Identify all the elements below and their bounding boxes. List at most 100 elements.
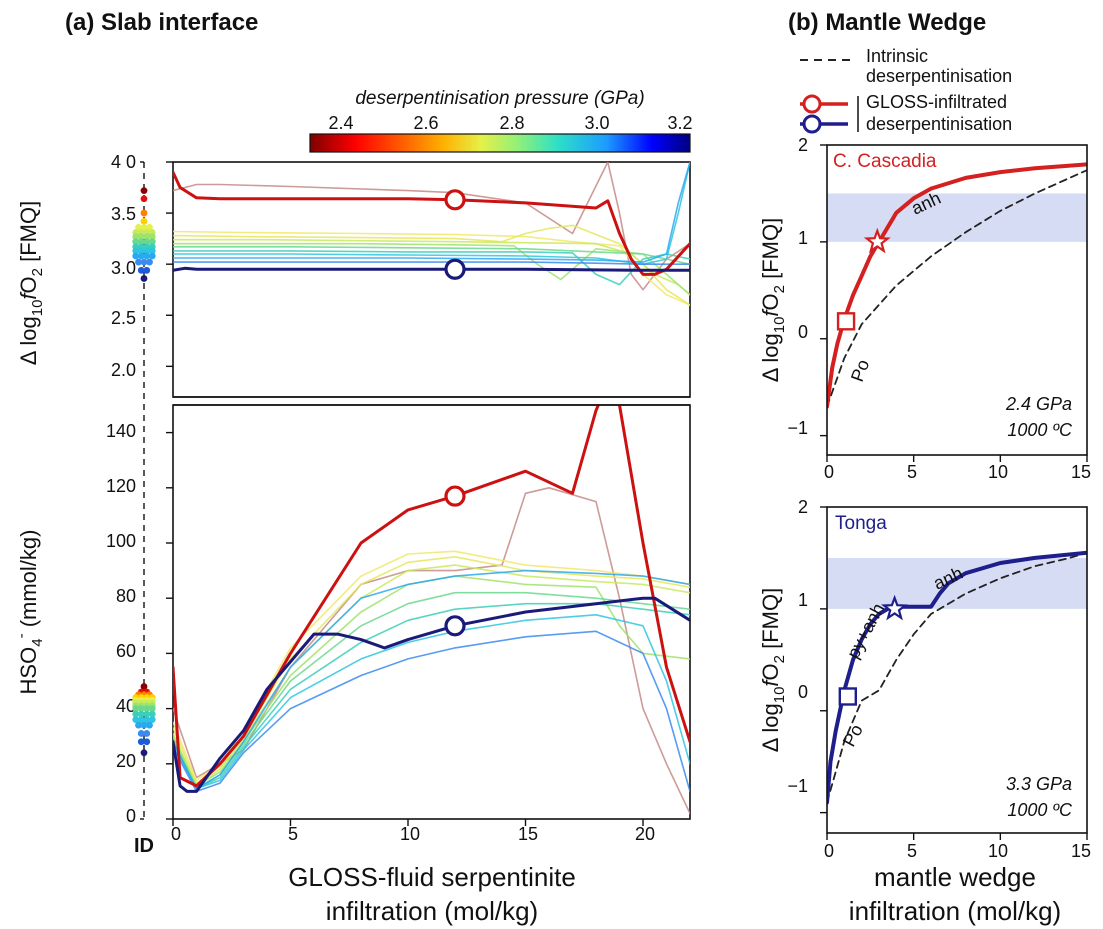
initial-value-dot	[146, 223, 153, 231]
panel-a-bottom-markers	[444, 485, 466, 637]
colorbar-tick-label: 2.4	[328, 113, 353, 133]
id-label: ID	[134, 835, 154, 857]
initial-value-dot	[148, 716, 156, 724]
panel-a-top-ylabel: Δ log10fO2 [FMQ]	[16, 201, 46, 365]
x-tick-label: 10	[400, 824, 420, 844]
initial-value-dot	[137, 716, 145, 724]
series-line	[827, 551, 1087, 804]
legend-solid-label-1: GLOSS-infiltrated	[866, 92, 1007, 112]
initial-value-dot	[148, 247, 156, 255]
condition-pressure: 3.3 GPa	[1006, 774, 1072, 794]
x-tick-label: 20	[635, 824, 655, 844]
initial-value-dot	[132, 233, 140, 240]
initial-value-dot	[146, 721, 153, 729]
x-tick-label: 5	[907, 462, 917, 482]
initial-value-dot	[140, 683, 148, 690]
series-line	[173, 575, 690, 787]
initial-value-dot	[143, 730, 151, 737]
initial-value-dot	[132, 238, 140, 246]
series-line	[173, 591, 690, 790]
initial-value-dot	[137, 247, 145, 255]
subduction-zone-name: C. Cascadia	[833, 151, 937, 172]
y-tick-label: 80	[116, 586, 136, 606]
subduction-zone-name: Tonga	[835, 513, 887, 534]
initial-value-dot	[143, 238, 151, 246]
y-tick-label: 2.5	[111, 308, 136, 328]
series-line	[173, 230, 690, 306]
initial-value-dot	[137, 705, 145, 712]
y-tick-label: −1	[787, 418, 808, 438]
panel-a-top-axes: 4 0 3.5 3.0 2.5 2.0	[111, 152, 691, 398]
series-line	[173, 486, 690, 815]
panel-a-x-ticks	[172, 819, 644, 826]
colorbar	[309, 133, 691, 153]
marker-star	[881, 594, 909, 621]
initial-value-dot	[140, 187, 148, 195]
y-tick-label: 60	[116, 641, 136, 661]
condition-pressure: 2.4 GPa	[1005, 394, 1072, 414]
x-tick-label: 0	[824, 841, 834, 861]
condition-temperature: 1000 ºC	[1007, 800, 1073, 820]
series-line	[173, 266, 690, 272]
annotation-py-anh: py+anh	[843, 600, 889, 662]
initial-value-dot	[137, 238, 145, 246]
x-tick-label: 10	[988, 841, 1008, 861]
initial-value-dot	[148, 233, 156, 240]
series-line	[173, 596, 690, 793]
panel-b-top-ylabel: Δ log10fO2 [FMQ]	[758, 218, 788, 382]
initial-value-dot	[140, 721, 148, 729]
x-tick-label: 5	[907, 841, 917, 861]
initial-value-dot	[132, 705, 140, 712]
condition-temperature: 1000 ºC	[1007, 420, 1073, 440]
colorbar-label: deserpentinisation pressure (GPa)	[355, 88, 644, 109]
y-tick-label: 1	[798, 590, 808, 610]
legend-dashed-label-1: Intrinsic	[866, 46, 928, 66]
initial-value-dot	[148, 705, 156, 712]
y-tick-label: 100	[106, 531, 136, 551]
series-line	[173, 630, 690, 793]
y-tick-label: 40	[116, 696, 136, 716]
y-tick-label: 0	[798, 682, 808, 702]
panel-a-bottom-lines	[173, 405, 690, 815]
y-tick-label: 4 0	[111, 152, 136, 172]
panel-a-title: (a) Slab interface	[65, 9, 258, 36]
marker-circle	[444, 485, 466, 507]
colorbar-tick-label: 2.6	[413, 113, 438, 133]
legend-dashed-label-2: deserpentinisation	[866, 66, 1012, 86]
colorbar-tick-labels: 2.4 2.6 2.8 3.0 3.2	[328, 113, 692, 133]
marker-star	[863, 227, 891, 254]
y-tick-label: 2	[798, 135, 808, 155]
panel-b-title: (b) Mantle Wedge	[788, 9, 986, 36]
series-line	[173, 564, 690, 787]
initial-value-dot	[137, 266, 145, 274]
series-line	[173, 162, 690, 291]
initial-value-dot	[132, 247, 140, 255]
y-tick-label: 3.0	[111, 258, 136, 278]
marker-circle	[444, 189, 466, 211]
series-line	[173, 238, 690, 296]
x-tick-label: 15	[518, 824, 538, 844]
stability-band	[827, 193, 1087, 242]
legend-blue-circle	[802, 114, 822, 134]
panel-a-xlabel-line2: infiltration (mol/kg)	[326, 896, 538, 926]
y-tick-label: 0	[798, 322, 808, 342]
initial-value-dot	[140, 195, 148, 203]
initial-value-dot	[143, 252, 151, 260]
initial-value-dot	[140, 275, 148, 282]
initial-value-dot	[143, 266, 151, 274]
initial-value-dot	[135, 721, 142, 729]
initial-value-dot	[140, 223, 148, 231]
marker-circle	[444, 258, 466, 280]
y-tick-label: 2.0	[111, 360, 136, 380]
x-tick-label: 0	[171, 824, 181, 844]
series-line	[173, 162, 690, 263]
x-tick-label: 15	[1071, 841, 1091, 861]
initial-value-dot	[132, 710, 140, 718]
panel-a-top-lines	[173, 162, 690, 306]
initial-value-dot	[132, 716, 140, 724]
series-line	[173, 602, 690, 790]
panel-a-bottom-ylabel: HSO4- (mmol/kg)	[13, 530, 46, 695]
initial-value-dot	[140, 217, 148, 225]
series-line	[173, 555, 690, 784]
y-tick-label: 1	[798, 228, 808, 248]
